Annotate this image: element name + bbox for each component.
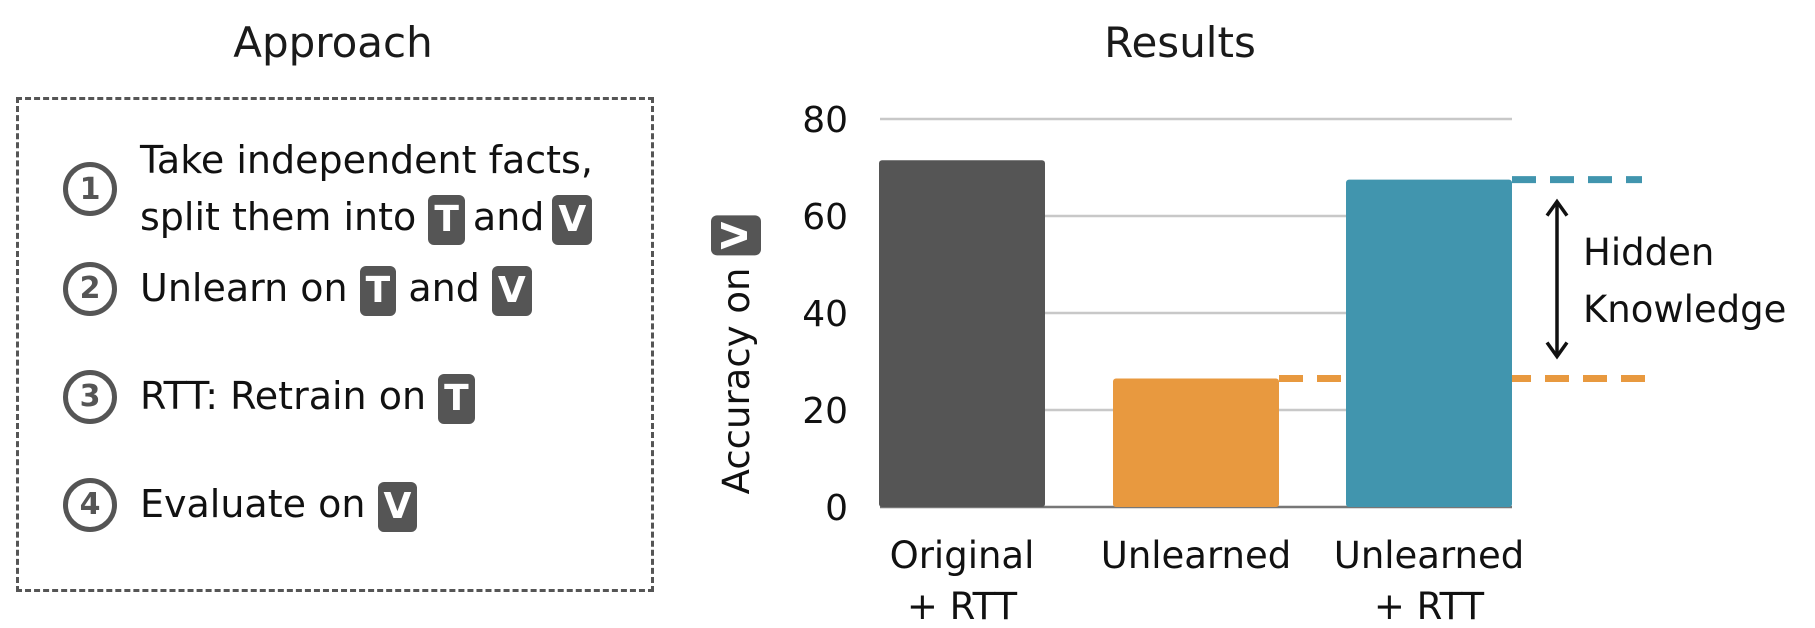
y-tick-label: 60 <box>802 197 848 238</box>
y-tick-label: 0 <box>825 488 848 529</box>
tag-t: T <box>428 194 465 245</box>
reference-lines <box>1279 176 1650 382</box>
x-category-label: + RTT <box>907 585 1018 628</box>
arrow-head-down-icon <box>1545 341 1569 360</box>
arrow-head-up-icon <box>1545 198 1569 217</box>
y-axis-label-text: Accuracy on <box>714 267 758 495</box>
step-2-number-icon: 2 <box>63 261 117 316</box>
results-title: Results <box>1104 18 1256 67</box>
hidden-knowledge-annotation: Hidden Knowledge <box>1545 198 1786 360</box>
x-category-label: + RTT <box>1374 585 1485 628</box>
step-2: 2 Unlearn on T and V <box>63 260 532 317</box>
step-3-label: RTT: Retrain on <box>140 374 427 418</box>
step-1-and: and <box>472 195 545 239</box>
category-labels: Original + RTT Unlearned Unlearned + RTT <box>890 534 1525 628</box>
y-tick-label: 20 <box>802 391 848 432</box>
x-category-label: Original <box>890 534 1035 577</box>
step-1-text: Take independent facts, split them into … <box>140 132 593 246</box>
step-1-number-icon: 1 <box>63 162 117 216</box>
tag-t: T <box>438 373 475 424</box>
bar-layer <box>879 160 1512 507</box>
step-2-label: Unlearn on <box>140 266 348 310</box>
approach-box: 1 Take independent facts, split them int… <box>16 97 654 592</box>
step-1-line1: Take independent facts, <box>140 138 593 182</box>
bar <box>879 160 1045 507</box>
step-3-number-icon: 3 <box>63 369 117 424</box>
step-4-text: Evaluate on V <box>140 476 418 533</box>
step-1: 1 Take independent facts, split them int… <box>63 132 593 246</box>
tag-v: V <box>711 215 761 256</box>
approach-title: Approach <box>233 18 433 67</box>
tick-layer: 0 20 40 60 80 <box>802 100 848 529</box>
annotation-line2: Knowledge <box>1583 288 1786 331</box>
step-1-line2-text: split them into <box>140 195 417 239</box>
step-4-number-icon: 4 <box>63 477 117 532</box>
step-4-label: Evaluate on <box>140 482 366 526</box>
step-3-text: RTT: Retrain on T <box>140 368 475 425</box>
bar <box>1346 179 1512 507</box>
annotation-line1: Hidden <box>1583 231 1714 274</box>
x-category-label: Unlearned <box>1101 534 1292 577</box>
step-3: 3 RTT: Retrain on T <box>63 368 475 425</box>
x-category-label: Unlearned <box>1334 534 1525 577</box>
step-2-and: and <box>408 266 480 310</box>
bar <box>1113 378 1279 507</box>
step-4: 4 Evaluate on V <box>63 476 418 533</box>
step-2-text: Unlearn on T and V <box>140 260 532 317</box>
tag-v: V <box>377 481 418 532</box>
y-tick-label: 80 <box>802 100 848 141</box>
tag-v: V <box>491 265 532 316</box>
tag-v: V <box>552 194 593 245</box>
tag-t: T <box>359 265 397 316</box>
y-tick-label: 40 <box>802 294 848 335</box>
y-axis-label: Accuracy on V <box>711 215 761 495</box>
